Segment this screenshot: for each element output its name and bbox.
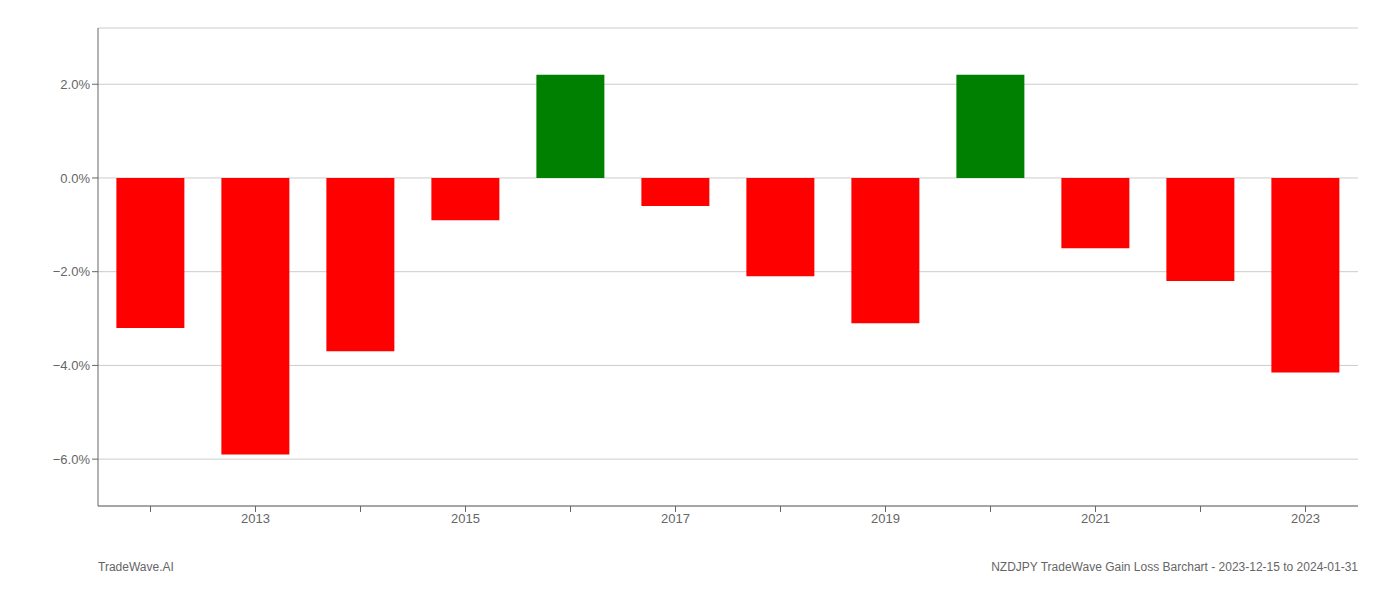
- svg-text:2.0%: 2.0%: [60, 77, 90, 92]
- svg-text:−6.0%: −6.0%: [53, 452, 91, 467]
- svg-text:−4.0%: −4.0%: [53, 358, 91, 373]
- svg-text:2021: 2021: [1081, 511, 1110, 526]
- html-text:TradeWave.AI: TradeWave.AI: [98, 560, 174, 574]
- svg-text:2019: 2019: [871, 511, 900, 526]
- svg-text:2017: 2017: [661, 511, 690, 526]
- svg-text:2015: 2015: [451, 511, 480, 526]
- html-text:NZDJPY TradeWave Gain Loss Bar: NZDJPY TradeWave Gain Loss Barchart - 20…: [991, 560, 1358, 574]
- svg-text:2013: 2013: [241, 511, 270, 526]
- svg-text:2023: 2023: [1291, 511, 1320, 526]
- svg-text:−2.0%: −2.0%: [53, 264, 91, 279]
- svg-text:0.0%: 0.0%: [60, 171, 90, 186]
